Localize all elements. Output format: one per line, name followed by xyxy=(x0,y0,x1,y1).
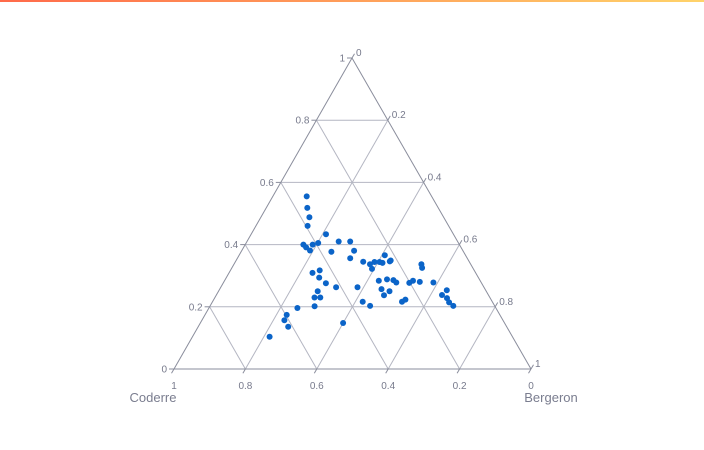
data-point xyxy=(333,284,339,290)
points-layer xyxy=(267,193,457,339)
tick-mark-b xyxy=(386,369,389,373)
grid-layer xyxy=(210,120,496,369)
axis-line-left xyxy=(174,58,352,369)
tick-label-c: 0.4 xyxy=(428,172,442,183)
data-point xyxy=(410,278,416,284)
tick-label-c: 0 xyxy=(356,48,362,59)
tick-mark-b xyxy=(243,369,246,373)
data-point xyxy=(307,248,313,254)
axis-title-coderre: Coderre xyxy=(130,390,177,405)
data-point xyxy=(304,205,310,211)
data-point xyxy=(417,279,423,285)
data-point xyxy=(317,267,323,273)
data-point xyxy=(360,259,366,265)
ticks-layer: 00.20.40.60.81 00.20.40.60.8100.20.40.60.… xyxy=(161,48,541,392)
data-point xyxy=(315,240,321,246)
tick-label-b: 0.4 xyxy=(381,381,395,392)
tick-label-c: 0.6 xyxy=(463,235,477,246)
data-point xyxy=(312,303,318,309)
tick-mark-c xyxy=(424,178,427,182)
data-point xyxy=(379,286,385,292)
data-point xyxy=(285,324,291,330)
data-point xyxy=(294,305,300,311)
data-point xyxy=(402,297,408,303)
tick-label-c: 0.8 xyxy=(499,297,513,308)
tick-mark-b xyxy=(457,369,460,373)
tick-mark-c xyxy=(531,365,534,369)
data-point xyxy=(317,295,323,301)
data-point xyxy=(380,260,386,266)
data-point xyxy=(351,248,357,254)
data-point xyxy=(312,295,318,301)
data-point xyxy=(284,312,290,318)
gridline-b xyxy=(281,182,388,369)
data-point xyxy=(430,280,436,286)
data-point xyxy=(387,288,393,294)
gridline-b xyxy=(210,307,246,369)
tick-mark-b xyxy=(529,369,532,373)
tick-label-a: 0 xyxy=(161,365,167,376)
data-point xyxy=(328,249,334,255)
data-point xyxy=(305,223,311,229)
tick-mark-b xyxy=(172,369,175,373)
data-point xyxy=(315,288,321,294)
tick-label-a: 1 xyxy=(339,54,345,65)
tick-label-a: 0.2 xyxy=(189,302,203,313)
axis-title-bergeron: Bergeron xyxy=(524,390,577,405)
axes-layer xyxy=(174,58,531,369)
data-point xyxy=(360,299,366,305)
tick-label-b: 0.2 xyxy=(453,381,467,392)
data-point xyxy=(310,242,316,248)
data-point xyxy=(384,276,390,282)
tick-mark-c xyxy=(352,54,355,58)
tick-mark-c xyxy=(388,116,391,120)
data-point xyxy=(304,193,310,199)
tick-mark-c xyxy=(459,240,462,244)
data-point xyxy=(382,252,388,258)
gridline-c xyxy=(317,182,424,369)
data-point xyxy=(323,280,329,286)
data-point xyxy=(419,265,425,271)
data-point xyxy=(267,334,273,340)
tick-label-b: 0.6 xyxy=(310,381,324,392)
data-point xyxy=(393,280,399,286)
tick-label-a: 0.8 xyxy=(295,116,309,127)
data-point xyxy=(316,275,322,281)
tick-mark-b xyxy=(314,369,317,373)
data-point xyxy=(355,284,361,290)
data-point xyxy=(340,320,346,326)
data-point xyxy=(347,239,353,245)
data-point xyxy=(347,255,353,261)
data-point xyxy=(444,287,450,293)
gridline-c xyxy=(460,307,496,369)
data-point xyxy=(306,214,312,220)
data-point xyxy=(336,239,342,245)
data-point xyxy=(367,303,373,309)
tick-label-a: 0.6 xyxy=(260,178,274,189)
data-point xyxy=(450,303,456,309)
data-point xyxy=(323,231,329,237)
data-point xyxy=(388,258,394,264)
data-point xyxy=(381,292,387,298)
data-point xyxy=(376,278,382,284)
tick-mark-c xyxy=(495,303,498,307)
data-point xyxy=(439,292,445,298)
data-point xyxy=(281,317,287,323)
tick-label-c: 0.2 xyxy=(392,110,406,121)
tick-label-b: 0.8 xyxy=(238,381,252,392)
axis-line-right xyxy=(352,58,531,369)
data-point xyxy=(369,266,375,272)
data-point xyxy=(310,270,316,276)
tick-label-a: 0.4 xyxy=(224,240,238,251)
tick-label-c: 1 xyxy=(535,359,541,370)
